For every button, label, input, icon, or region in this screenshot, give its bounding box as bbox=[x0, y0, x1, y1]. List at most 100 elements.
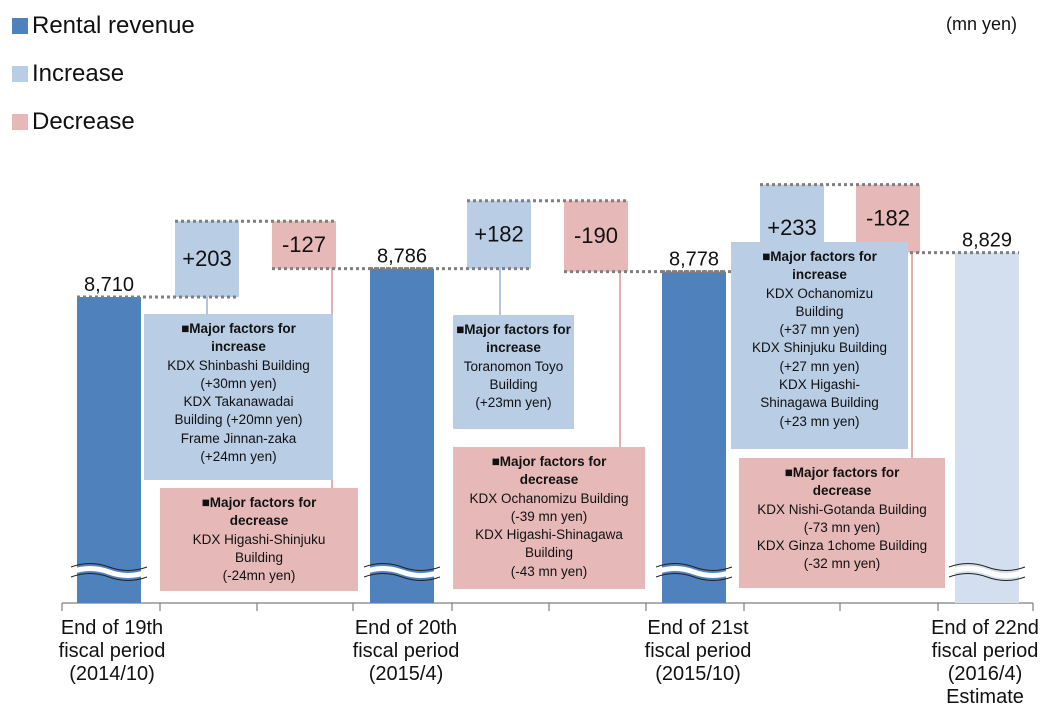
bar-total bbox=[662, 271, 726, 603]
factor-line: KDX Ochanomizu Building bbox=[469, 490, 629, 506]
factor-title: ■Major factors for bbox=[784, 465, 900, 480]
factor-line: (+23mn yen) bbox=[475, 395, 552, 411]
bar-increase bbox=[175, 221, 239, 297]
factor-line: KDX Ochanomizu bbox=[765, 285, 874, 301]
factor-title: decrease bbox=[519, 472, 579, 488]
factor-title: increase bbox=[486, 340, 541, 356]
bar-value-label: 8,710 bbox=[84, 274, 134, 296]
legend-rental: Rental revenue bbox=[12, 12, 195, 40]
axis-break-mark bbox=[363, 563, 441, 581]
x-tick-line: (2015/10) bbox=[655, 663, 741, 685]
x-tick-label-20th: End of 20th fiscal period (2015/4) bbox=[336, 617, 476, 686]
factor-line: Building bbox=[795, 303, 844, 319]
legend-decrease: Decrease bbox=[12, 108, 135, 136]
x-tick-line: (2016/4) bbox=[947, 663, 1023, 685]
factor-title: increase bbox=[792, 267, 847, 283]
factor-line: KDX Nishi-Gotanda Building bbox=[757, 501, 927, 517]
axis-break-mark bbox=[363, 566, 441, 578]
x-tick-line: (2014/10) bbox=[69, 663, 155, 685]
x-tick-line: End of 22nd bbox=[931, 617, 1039, 639]
factor-line: Building (+20mn yen) bbox=[174, 412, 303, 428]
unit-label: (mn yen) bbox=[946, 14, 1018, 34]
legend-label-rental: Rental revenue bbox=[32, 12, 195, 39]
bar-value-label: -190 bbox=[574, 223, 618, 248]
factor-line: (+27 mn yen) bbox=[779, 358, 860, 374]
bar-value-label: 8,786 bbox=[377, 246, 427, 268]
x-tick-line: fiscal period bbox=[644, 640, 752, 662]
x-tick-line: End of 21st bbox=[647, 617, 749, 639]
factor-line: KDX Ginza 1chome Building bbox=[756, 538, 928, 554]
axis-break-mark bbox=[655, 563, 733, 581]
factor-line: Building bbox=[524, 545, 574, 561]
bar-total bbox=[955, 252, 1019, 603]
axis-break-mark bbox=[70, 563, 148, 581]
x-tick-line: (2015/4) bbox=[368, 663, 444, 685]
axis-break-mark bbox=[70, 566, 148, 578]
factor-title: decrease bbox=[229, 513, 289, 529]
factor-title: ■Major factors for bbox=[201, 495, 317, 510]
factor-line: (+37 mn yen) bbox=[779, 322, 860, 338]
legend-increase: Increase bbox=[12, 60, 124, 88]
factor-box-p1-decrease: ■Major factors for decrease KDX Higashi-… bbox=[160, 488, 358, 591]
legend-label-decrease: Decrease bbox=[32, 108, 135, 135]
x-tick-line: Estimate bbox=[946, 686, 1024, 708]
bar-value-label: +233 bbox=[767, 215, 817, 240]
bar-value-label: +203 bbox=[182, 246, 232, 271]
axis-break-mark bbox=[948, 566, 1026, 578]
bar-total bbox=[77, 297, 141, 603]
factor-line: (-32 mn yen) bbox=[803, 556, 881, 572]
axis-break-mark bbox=[655, 566, 733, 578]
factor-line: Toranomon Toyo bbox=[463, 358, 564, 374]
bar-decrease bbox=[564, 200, 628, 272]
bar-value-label: -182 bbox=[866, 206, 910, 231]
bar-value-label: 8,778 bbox=[669, 249, 719, 271]
x-tick-line: End of 19th bbox=[60, 617, 164, 639]
factor-line: (-39 mn yen) bbox=[510, 508, 588, 524]
factor-line: KDX Takanawadai bbox=[183, 394, 294, 410]
factor-line: Building bbox=[234, 549, 284, 565]
factor-title: ■Major factors for bbox=[491, 454, 607, 469]
factor-title: increase bbox=[211, 339, 266, 355]
factor-title: ■Major factors for bbox=[181, 321, 296, 336]
factor-line: KDX Shinjuku Building bbox=[751, 340, 888, 356]
bar-decrease bbox=[856, 184, 920, 253]
factor-line: (+30mn yen) bbox=[200, 375, 277, 391]
factor-box-p2-decrease: ■Major factors for decrease KDX Ochanomi… bbox=[453, 447, 645, 589]
factor-line: (+23 mn yen) bbox=[779, 413, 860, 429]
factor-title: ■Major factors for bbox=[762, 249, 877, 264]
x-tick-label-19th: End of 19th fiscal period (2014/10) bbox=[42, 617, 182, 686]
factor-line: KDX Higashi-Shinagawa bbox=[475, 527, 623, 543]
bar-value-label: 8,829 bbox=[962, 230, 1012, 252]
bar-value-label: +182 bbox=[474, 222, 524, 247]
factor-line: (-24mn yen) bbox=[222, 568, 296, 584]
factor-title: ■Major factors for bbox=[456, 322, 571, 337]
legend-swatch-increase bbox=[12, 66, 28, 82]
factor-box-p1-increase: ■Major factors for increase KDX Shinbash… bbox=[144, 314, 333, 480]
factor-box-p3-decrease: ■Major factors for decrease KDX Nishi-Go… bbox=[739, 458, 945, 588]
bar-total bbox=[370, 268, 434, 603]
bar-decrease bbox=[272, 221, 336, 269]
factor-line: (+24mn yen) bbox=[200, 449, 277, 465]
bar-value-label: -127 bbox=[282, 232, 326, 257]
factor-line: Shinagawa Building bbox=[760, 395, 879, 411]
x-tick-line: End of 20th bbox=[354, 617, 458, 639]
factor-line: KDX Higashi-Shinjuku bbox=[192, 531, 326, 547]
factor-line: Building bbox=[489, 376, 538, 392]
axis-break-mark bbox=[948, 563, 1026, 581]
legend-swatch-rental bbox=[12, 18, 28, 34]
factor-title: decrease bbox=[812, 483, 872, 499]
x-tick-label-22nd: End of 22nd fiscal period (2016/4) Estim… bbox=[915, 617, 1055, 709]
x-tick-line: fiscal period bbox=[58, 640, 166, 662]
x-tick-line: fiscal period bbox=[931, 640, 1039, 662]
factor-line: (-73 mn yen) bbox=[803, 519, 881, 535]
factor-line: KDX Higashi- bbox=[778, 377, 861, 393]
bar-increase bbox=[467, 200, 531, 269]
factor-line: (-43 mn yen) bbox=[510, 563, 588, 579]
legend-swatch-decrease bbox=[12, 114, 28, 130]
factor-box-p2-increase: ■Major factors for increase Toranomon To… bbox=[453, 315, 574, 429]
factor-line: KDX Shinbashi Building bbox=[167, 357, 310, 373]
x-tick-label-21st: End of 21st fiscal period (2015/10) bbox=[628, 617, 768, 686]
legend-label-increase: Increase bbox=[32, 60, 125, 87]
factor-line: Frame Jinnan-zaka bbox=[180, 430, 297, 446]
